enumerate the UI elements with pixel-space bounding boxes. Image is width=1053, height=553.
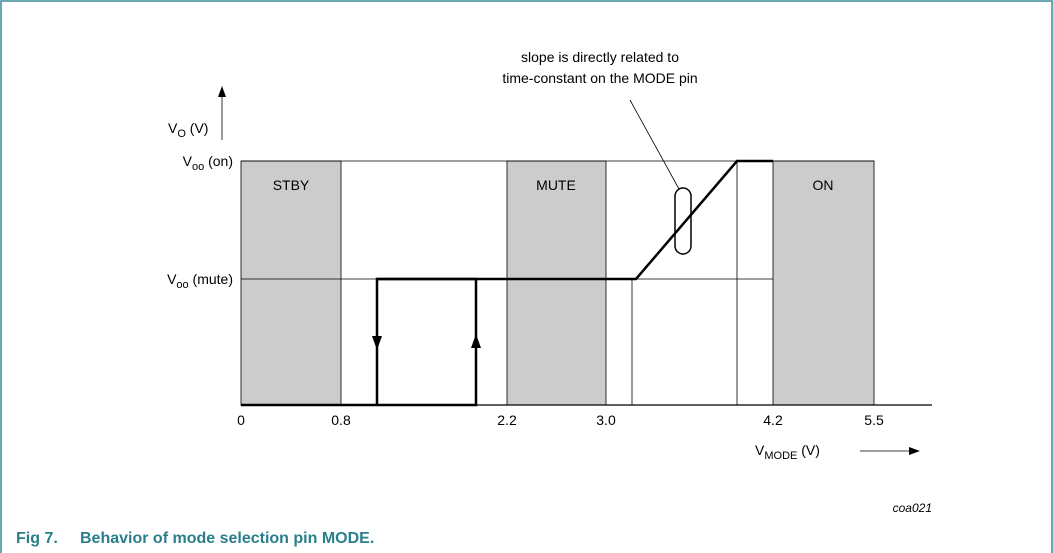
figure-code: coa021 bbox=[893, 501, 932, 515]
slope-marker bbox=[674, 187, 692, 255]
annotation: time-constant on the MODE pin bbox=[502, 70, 697, 86]
x-label: VMODE (V) bbox=[755, 442, 820, 462]
level-label: Voo (mute) bbox=[167, 271, 233, 291]
x-tick-label: 4.2 bbox=[763, 412, 783, 428]
arrow-head bbox=[218, 86, 226, 97]
on-curve bbox=[377, 159, 773, 281]
arrow-head bbox=[471, 334, 481, 348]
annotation: slope is directly related to bbox=[521, 49, 679, 65]
x-tick-label: 0.8 bbox=[331, 412, 351, 428]
x-tick-label: 3.0 bbox=[596, 412, 616, 428]
y-label: VO (V) bbox=[168, 120, 208, 140]
arrow-head bbox=[372, 336, 382, 350]
stby-region bbox=[240, 160, 342, 406]
x-tick-label: 5.5 bbox=[864, 412, 884, 428]
pointer bbox=[629, 99, 680, 190]
level-label: Voo (on) bbox=[183, 153, 233, 173]
caption: Fig 7. Behavior of mode selection pin MOD… bbox=[16, 530, 374, 547]
regions bbox=[240, 160, 875, 406]
x-tick-label: 2.2 bbox=[497, 412, 517, 428]
on-region bbox=[772, 160, 875, 406]
mute-region bbox=[506, 160, 607, 406]
x-tick-label: 0 bbox=[237, 412, 245, 428]
region-label: STBY bbox=[273, 177, 310, 193]
region-label: MUTE bbox=[536, 177, 576, 193]
arrow-head bbox=[909, 447, 920, 455]
region-label: ON bbox=[813, 177, 834, 193]
